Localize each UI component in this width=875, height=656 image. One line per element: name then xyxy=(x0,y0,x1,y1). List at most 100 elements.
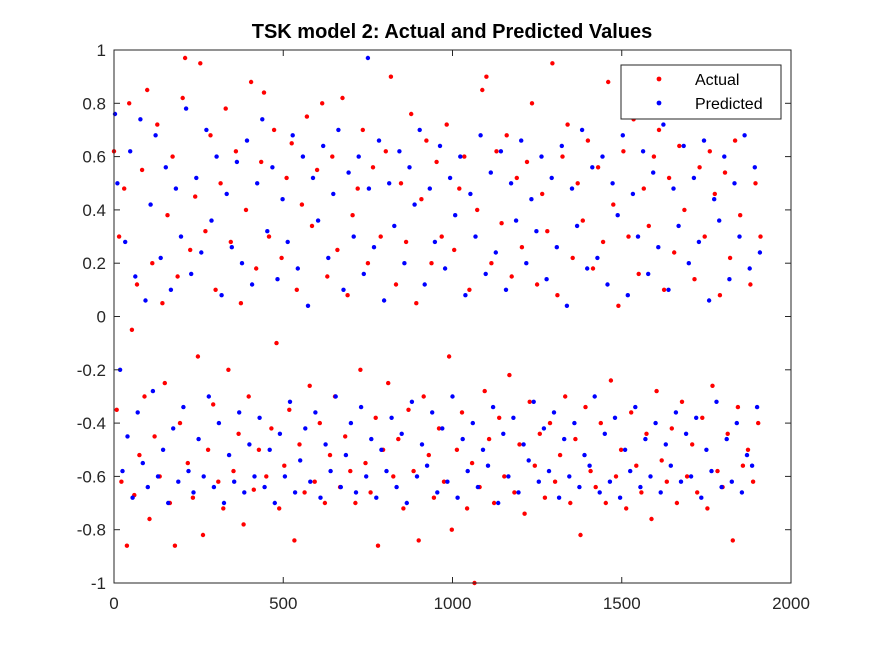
data-point xyxy=(386,380,391,386)
data-point xyxy=(115,181,120,186)
data-point xyxy=(732,181,737,186)
data-point xyxy=(116,234,122,239)
data-point xyxy=(340,95,345,101)
data-point xyxy=(453,213,458,218)
data-point xyxy=(327,452,333,458)
data-point xyxy=(636,271,641,277)
data-point xyxy=(677,143,682,149)
data-point xyxy=(683,431,689,436)
data-point xyxy=(673,410,679,415)
data-point xyxy=(442,266,448,271)
data-point xyxy=(719,484,724,490)
data-point xyxy=(375,543,381,548)
y-tick-label: -1 xyxy=(91,574,106,593)
data-point xyxy=(228,239,233,245)
data-point xyxy=(475,484,481,490)
data-point xyxy=(322,500,328,506)
data-point xyxy=(522,511,527,516)
data-point xyxy=(463,293,468,298)
data-point xyxy=(310,175,316,181)
data-point xyxy=(633,404,638,410)
data-point xyxy=(396,436,401,442)
data-point xyxy=(666,287,671,292)
data-point xyxy=(256,447,262,452)
data-point xyxy=(185,460,190,466)
data-point xyxy=(333,394,338,399)
data-point xyxy=(211,402,216,407)
data-point xyxy=(350,213,355,218)
data-point xyxy=(285,239,290,245)
data-point xyxy=(551,410,557,415)
data-point xyxy=(394,484,399,490)
data-point xyxy=(247,442,252,447)
data-point xyxy=(628,468,633,474)
data-point xyxy=(145,87,150,93)
data-point xyxy=(226,452,232,458)
data-point xyxy=(234,159,240,165)
data-point xyxy=(346,170,351,175)
data-point xyxy=(414,474,420,479)
data-point xyxy=(529,197,534,202)
data-point xyxy=(209,218,214,223)
data-point xyxy=(696,239,702,245)
data-point xyxy=(419,442,425,447)
data-point xyxy=(277,431,283,436)
data-point xyxy=(314,167,320,173)
data-point xyxy=(134,282,140,287)
data-point xyxy=(608,378,614,383)
data-point xyxy=(643,436,648,442)
data-point xyxy=(139,167,145,173)
data-point xyxy=(659,458,664,463)
data-point xyxy=(262,484,267,490)
data-point xyxy=(239,261,245,266)
data-point xyxy=(625,293,630,298)
data-point xyxy=(739,490,745,495)
data-point xyxy=(416,538,421,543)
data-point xyxy=(254,266,259,271)
data-point xyxy=(491,500,497,506)
data-point xyxy=(635,234,641,239)
data-point xyxy=(279,255,284,261)
data-point xyxy=(194,175,199,181)
data-point xyxy=(399,431,404,436)
data-point xyxy=(681,143,686,149)
data-point xyxy=(297,442,302,447)
data-point xyxy=(122,186,127,191)
data-point xyxy=(585,266,590,271)
data-point xyxy=(508,181,514,186)
data-point xyxy=(580,218,585,223)
data-point xyxy=(615,213,620,218)
data-point xyxy=(613,474,619,479)
data-point xyxy=(140,460,145,466)
data-point xyxy=(430,410,435,415)
data-point xyxy=(424,463,430,468)
data-point xyxy=(303,426,308,431)
data-point xyxy=(569,186,575,191)
y-tick-label: -0.2 xyxy=(77,361,106,380)
data-point xyxy=(181,404,186,410)
data-point xyxy=(229,245,234,250)
data-point xyxy=(205,447,211,452)
data-point xyxy=(211,484,217,490)
data-point xyxy=(360,127,365,133)
data-point xyxy=(282,474,288,479)
data-point xyxy=(485,463,491,468)
data-point xyxy=(255,181,260,186)
data-point xyxy=(299,202,305,207)
data-point xyxy=(579,127,585,133)
data-point xyxy=(186,468,191,474)
data-point xyxy=(559,143,564,149)
data-point xyxy=(612,415,618,420)
data-point xyxy=(343,452,349,458)
data-point xyxy=(554,245,559,250)
data-point xyxy=(383,149,388,154)
data-point xyxy=(135,410,140,415)
data-point xyxy=(219,293,224,298)
data-point xyxy=(738,213,743,218)
data-point xyxy=(651,170,656,175)
data-point xyxy=(427,186,432,191)
data-point xyxy=(373,415,378,420)
data-point xyxy=(534,282,540,287)
data-point xyxy=(358,404,364,410)
data-point xyxy=(326,255,331,261)
